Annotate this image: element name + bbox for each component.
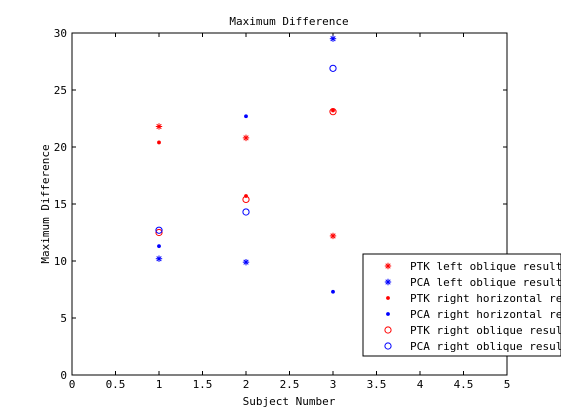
legend-entry-label: PTK right horizontal resul <box>410 292 561 305</box>
y-tick-label: 25 <box>54 84 67 97</box>
series-dot-blue <box>157 114 335 294</box>
x-tick-label: 1 <box>156 378 163 391</box>
data-point <box>155 255 163 262</box>
data-point <box>155 123 163 130</box>
x-tick-label: 4.5 <box>454 378 474 391</box>
legend-box <box>362 253 561 357</box>
x-tick-label: 1.5 <box>193 378 213 391</box>
x-tick-label: 3 <box>330 378 337 391</box>
data-point <box>155 226 163 234</box>
x-tick-label: 0.5 <box>106 378 126 391</box>
y-tick-label: 15 <box>54 198 67 211</box>
legend-marker <box>384 262 392 270</box>
data-points <box>155 35 337 294</box>
series-star-blue <box>155 35 337 266</box>
x-axis: 0 0.5 1 1.5 2 2.5 3 3.5 4 4.5 5 <box>69 33 511 391</box>
y-tick-label: 20 <box>54 141 67 154</box>
legend-entry-label: PCA right horizontal result <box>410 308 561 321</box>
legend-marker <box>384 278 392 286</box>
data-point <box>242 258 250 266</box>
x-tick-label: 2 <box>243 378 250 391</box>
chart-title: Maximum Difference <box>229 15 348 28</box>
legend-entry-label: PCA right oblique result <box>410 340 561 353</box>
data-point <box>331 289 335 294</box>
y-tick-label: 30 <box>54 27 67 40</box>
x-tick-label: 5 <box>504 378 511 391</box>
legend-marker <box>384 342 392 350</box>
y-axis: 0 5 10 15 20 25 30 <box>54 27 507 382</box>
legend: PTK left oblique result PCA left oblique … <box>362 253 561 357</box>
legend-marker <box>386 296 390 300</box>
data-point <box>157 244 161 249</box>
legend-entry-label: PCA left oblique result <box>410 276 561 289</box>
y-tick-label: 5 <box>60 312 67 325</box>
y-tick-label: 0 <box>60 369 67 382</box>
data-point <box>331 108 335 113</box>
legend-marker <box>384 326 392 334</box>
data-point <box>329 232 337 240</box>
data-point <box>329 108 337 116</box>
series-circle-red <box>155 108 337 237</box>
x-tick-label: 0 <box>69 378 76 391</box>
data-point <box>242 195 250 204</box>
data-point <box>242 208 250 216</box>
legend-entry-label: PTK right oblique result <box>410 324 561 337</box>
y-tick-label: 10 <box>54 255 67 268</box>
series-dot-red <box>157 108 335 198</box>
series-star-red <box>155 123 337 240</box>
legend-marker <box>386 312 390 316</box>
data-point <box>329 35 337 42</box>
data-point <box>244 114 248 119</box>
data-point <box>157 140 161 145</box>
x-axis-label: Subject Number <box>243 395 336 408</box>
x-tick-label: 3.5 <box>367 378 387 391</box>
data-point <box>155 228 163 237</box>
x-tick-label: 2.5 <box>280 378 300 391</box>
data-point <box>242 134 250 142</box>
data-point <box>329 64 337 72</box>
x-tick-label: 4 <box>417 378 424 391</box>
y-axis-label: Maximum Difference <box>39 144 52 263</box>
legend-entry-label: PTK left oblique result <box>410 260 561 273</box>
series-circle-blue <box>155 64 337 234</box>
